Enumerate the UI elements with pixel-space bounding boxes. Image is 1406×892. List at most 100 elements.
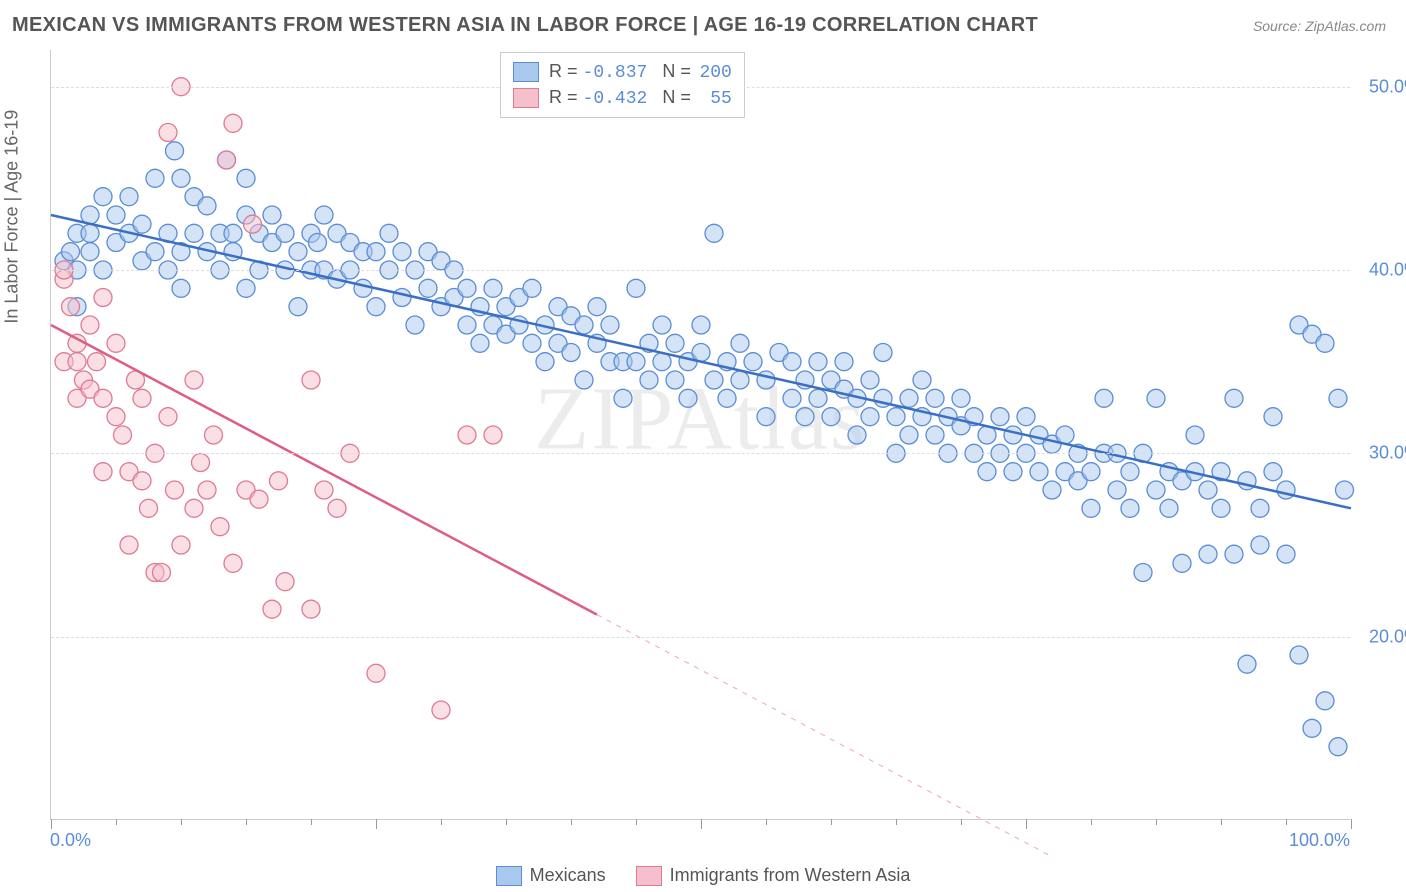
legend-stats: R = -0.837 N = 200 — [549, 61, 732, 83]
data-point — [1316, 692, 1334, 710]
x-tick-mark — [571, 819, 572, 825]
data-point — [978, 463, 996, 481]
data-point — [458, 426, 476, 444]
data-point — [250, 490, 268, 508]
data-point — [458, 316, 476, 334]
data-point — [166, 142, 184, 160]
correlation-legend: R = -0.837 N = 200R = -0.432 N = 55 — [500, 52, 745, 118]
data-point — [614, 389, 632, 407]
data-point — [367, 298, 385, 316]
data-point — [94, 389, 112, 407]
series-legend: MexicansImmigrants from Western Asia — [0, 865, 1406, 886]
data-point — [1173, 554, 1191, 572]
data-point — [185, 371, 203, 389]
data-point — [237, 169, 255, 187]
x-tick-mark — [961, 819, 962, 825]
data-point — [1277, 545, 1295, 563]
data-point — [211, 518, 229, 536]
data-point — [62, 298, 80, 316]
data-point — [757, 408, 775, 426]
data-point — [887, 408, 905, 426]
data-point — [796, 408, 814, 426]
data-point — [1264, 463, 1282, 481]
data-point — [114, 426, 132, 444]
data-point — [640, 371, 658, 389]
data-point — [666, 334, 684, 352]
data-point — [705, 224, 723, 242]
data-point — [1290, 646, 1308, 664]
x-tick-mark — [831, 819, 832, 825]
data-point — [705, 371, 723, 389]
x-tick-mark — [1156, 819, 1157, 825]
x-tick-mark — [1286, 819, 1287, 825]
data-point — [94, 463, 112, 481]
data-point — [653, 316, 671, 334]
data-point — [926, 389, 944, 407]
data-point — [1251, 536, 1269, 554]
data-point — [523, 279, 541, 297]
data-point — [133, 389, 151, 407]
legend-row: R = -0.432 N = 55 — [513, 85, 732, 111]
trend-line — [51, 215, 1351, 508]
data-point — [302, 371, 320, 389]
data-point — [263, 206, 281, 224]
data-point — [185, 499, 203, 517]
data-point — [1082, 499, 1100, 517]
data-point — [1108, 481, 1126, 499]
data-point — [1251, 499, 1269, 517]
data-point — [218, 151, 236, 169]
gridline — [51, 637, 1350, 638]
data-point — [692, 316, 710, 334]
data-point — [484, 279, 502, 297]
y-tick-label: 50.0% — [1360, 76, 1406, 97]
legend-row: R = -0.837 N = 200 — [513, 59, 732, 85]
data-point — [1303, 719, 1321, 737]
data-point — [783, 389, 801, 407]
data-point — [159, 124, 177, 142]
x-tick-mark — [51, 819, 52, 829]
data-point — [406, 316, 424, 334]
data-point — [1004, 463, 1022, 481]
legend-item: Immigrants from Western Asia — [636, 865, 911, 886]
data-point — [1212, 499, 1230, 517]
data-point — [588, 298, 606, 316]
x-tick-mark — [1351, 819, 1352, 829]
data-point — [133, 472, 151, 490]
data-point — [62, 243, 80, 261]
data-point — [1329, 738, 1347, 756]
x-axis-max-label: 100.0% — [1289, 830, 1350, 851]
data-point — [458, 279, 476, 297]
data-point — [205, 426, 223, 444]
data-point — [276, 573, 294, 591]
data-point — [536, 353, 554, 371]
data-point — [237, 279, 255, 297]
data-point — [835, 353, 853, 371]
data-point — [1004, 426, 1022, 444]
data-point — [367, 243, 385, 261]
data-point — [1160, 499, 1178, 517]
data-point — [1225, 389, 1243, 407]
data-point — [809, 389, 827, 407]
x-tick-mark — [1221, 819, 1222, 825]
data-point — [81, 224, 99, 242]
legend-swatch — [636, 866, 662, 886]
data-point — [783, 353, 801, 371]
data-point — [848, 426, 866, 444]
data-point — [991, 408, 1009, 426]
data-point — [1199, 545, 1217, 563]
data-point — [484, 426, 502, 444]
data-point — [328, 499, 346, 517]
data-point — [471, 334, 489, 352]
data-point — [1336, 481, 1354, 499]
data-point — [289, 298, 307, 316]
data-point — [1017, 408, 1035, 426]
gridline — [51, 453, 1350, 454]
data-point — [731, 334, 749, 352]
data-point — [1082, 463, 1100, 481]
plot-area: ZIPAtlas 20.0%30.0%40.0%50.0% — [50, 50, 1350, 820]
data-point — [874, 344, 892, 362]
data-point — [198, 481, 216, 499]
data-point — [1147, 481, 1165, 499]
data-point — [81, 243, 99, 261]
data-point — [1316, 334, 1334, 352]
